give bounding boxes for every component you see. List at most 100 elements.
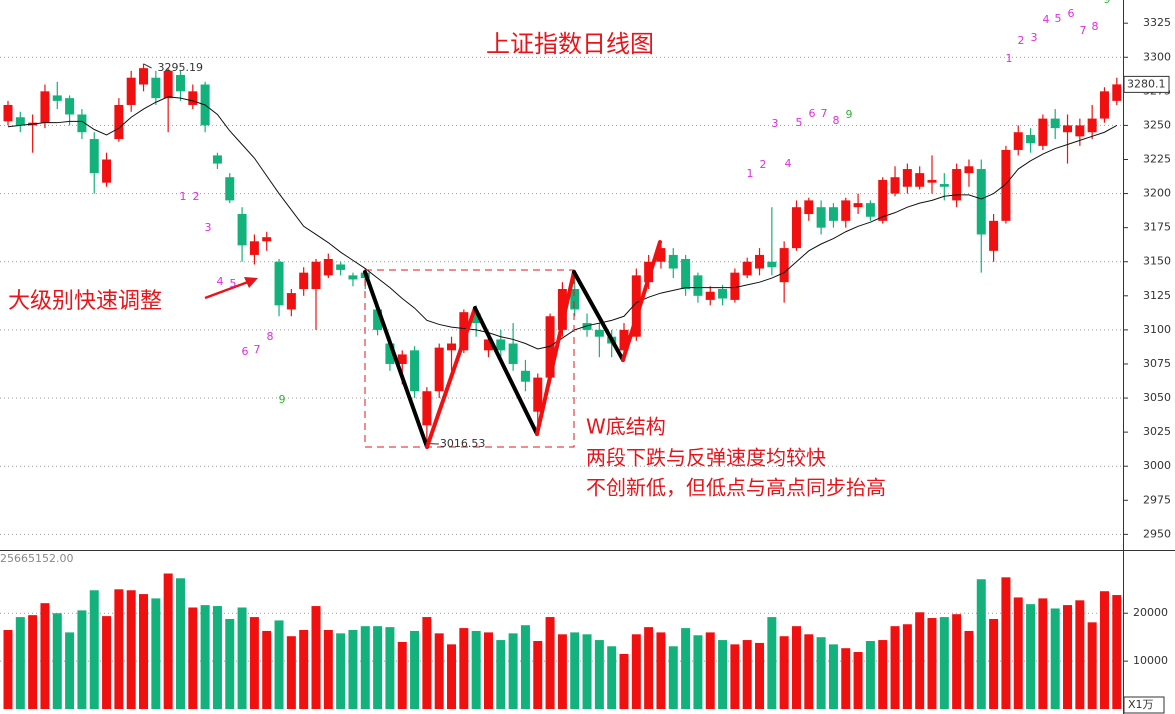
candle-body (225, 177, 235, 201)
candle-body (89, 139, 99, 174)
volume-bar (1112, 595, 1122, 709)
candle-body (249, 241, 259, 255)
candles (3, 63, 1122, 709)
candle-body (668, 254, 678, 269)
volume-bar (631, 634, 641, 709)
w-up-line (425, 306, 477, 449)
volume-bar (1063, 605, 1073, 709)
volume-bar (939, 617, 949, 709)
candle-body (1112, 84, 1122, 101)
count-label: 3 (1031, 31, 1038, 44)
candle-body (533, 377, 543, 412)
volume-bar (237, 607, 247, 709)
volume-bar (644, 627, 654, 709)
volume-bar (755, 642, 765, 709)
candle-body (496, 339, 506, 351)
candle-body (102, 159, 112, 183)
candle-body (175, 74, 185, 92)
arrow (204, 277, 258, 300)
volume-bar (212, 606, 222, 709)
volume-bar (508, 633, 518, 709)
w-lines (363, 240, 662, 449)
unit-label: X1万 (1128, 698, 1154, 711)
volume-bar (1050, 608, 1060, 709)
volume-bar (249, 617, 259, 709)
candle-body (853, 203, 863, 208)
count-label: 9 (279, 393, 286, 406)
volume-bar (705, 632, 715, 709)
w-up-line (535, 270, 576, 436)
candle-body (582, 323, 592, 330)
count-label: 4 (217, 275, 224, 288)
candle-body (3, 104, 13, 122)
volume-bar (582, 634, 592, 709)
candle-body (1038, 118, 1048, 146)
volume-bar (520, 625, 530, 709)
candle-body (385, 343, 395, 364)
candle-body (447, 343, 457, 351)
volume-bar (1038, 598, 1048, 709)
y-tick-label: 3100 (1143, 323, 1171, 336)
volume-bar (360, 626, 370, 709)
volume-bar (964, 630, 974, 709)
candle-body (1013, 132, 1023, 150)
candle-body (1050, 118, 1060, 129)
w-up-line (621, 240, 662, 362)
candle-body (730, 272, 740, 300)
volume-bar (373, 626, 383, 709)
count-label: 1 (1006, 52, 1013, 65)
volume-bar (274, 620, 284, 709)
volume-bar (15, 617, 25, 709)
last-price-label: 3280.1 (1127, 77, 1166, 90)
low-label: 3016.53 (440, 437, 486, 450)
w-down-line (572, 270, 625, 362)
volume-bar (175, 578, 185, 709)
volume-bar (570, 632, 580, 709)
volume-bar (767, 617, 777, 709)
high-label: 3295.19 (158, 61, 204, 74)
y-tick-label: 2975 (1143, 493, 1171, 506)
candle-body (151, 77, 161, 99)
volume-bar (681, 628, 691, 709)
volume-bar (496, 640, 506, 709)
volume-bar (1013, 597, 1023, 709)
candle-body (139, 68, 149, 85)
candle-body (1087, 118, 1097, 133)
volume-bar (299, 630, 309, 709)
candle-body (397, 354, 407, 364)
candle-body (1001, 149, 1011, 221)
volume-bar (816, 637, 826, 709)
unit-box (1123, 696, 1165, 714)
count-label: 5 (796, 116, 803, 129)
volume-bar (336, 633, 346, 709)
candle-body (348, 275, 358, 280)
candle-body (1075, 125, 1085, 137)
candle-body (188, 91, 198, 105)
volume-bar (3, 630, 13, 709)
volume-bar (952, 614, 962, 709)
candle-body (163, 70, 173, 99)
candle-body (557, 288, 567, 330)
volume-bar (459, 628, 469, 709)
candle-body (40, 91, 50, 123)
y-tick-label: 3075 (1143, 357, 1171, 370)
w-down-line (363, 270, 429, 449)
volume-label: 25665152.00 (0, 552, 73, 565)
annotation: 两段下跌与反弹速度均较快 (586, 446, 826, 470)
volume-bar (730, 644, 740, 709)
volume-bar (385, 627, 395, 709)
candle-body (631, 275, 641, 337)
volume-bar (828, 644, 838, 709)
candle-body (212, 155, 222, 164)
candle-body (520, 370, 530, 382)
w-down-line (473, 306, 539, 436)
volume-bar (126, 590, 136, 709)
candle-body (656, 248, 666, 262)
candle-body (878, 179, 888, 221)
count-label: 5 (1055, 12, 1062, 25)
volume-bar (878, 640, 888, 709)
count-label: 7 (821, 107, 828, 120)
ma-line (7, 96, 1118, 350)
volume-bar (718, 640, 728, 709)
candle-body (681, 259, 691, 289)
